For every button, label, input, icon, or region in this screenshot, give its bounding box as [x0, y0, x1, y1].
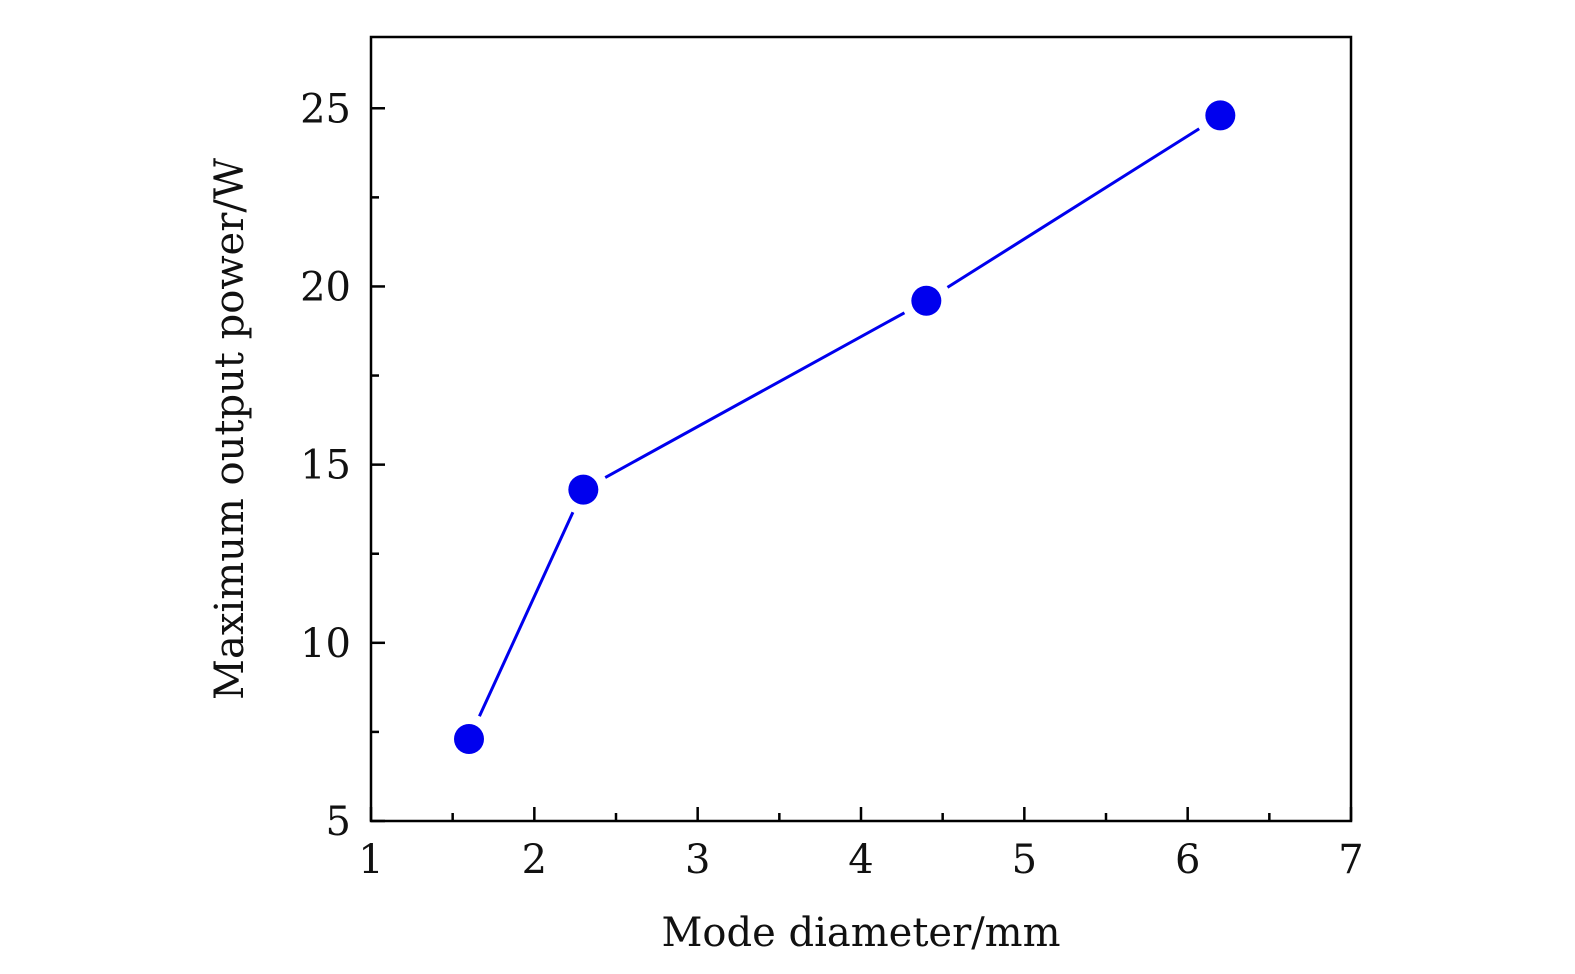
x-tick-label: 7	[1338, 837, 1363, 883]
x-axis-title: Mode diameter/mm	[661, 910, 1060, 956]
x-tick-label: 6	[1175, 837, 1200, 883]
x-tick-label: 3	[685, 837, 710, 883]
series-line-segment	[604, 311, 906, 479]
y-tick-label: 25	[300, 86, 351, 132]
series-layer	[454, 100, 1236, 755]
x-tick-label: 5	[1012, 837, 1037, 883]
series-line-segment	[478, 511, 575, 717]
data-point-2	[911, 285, 942, 316]
y-tick-label: 20	[300, 264, 351, 310]
y-tick-label: 5	[326, 799, 351, 845]
x-tick-label: 1	[358, 837, 383, 883]
x-tick-label: 2	[522, 837, 547, 883]
y-tick-label: 10	[300, 621, 351, 667]
data-point-1	[568, 474, 599, 505]
x-tick-label: 4	[848, 837, 873, 883]
data-point-0	[454, 724, 484, 755]
data-point-3	[1205, 100, 1236, 131]
y-axis-title: Maximum output power/W	[207, 158, 253, 700]
series-line-segment	[946, 127, 1200, 289]
plot-frame	[369, 35, 1353, 823]
ticks	[369, 107, 1353, 823]
y-tick-label: 15	[300, 443, 351, 489]
tick-labels: 1 2 3 4 5 6 7 5 10 15 20 25	[300, 86, 1364, 883]
